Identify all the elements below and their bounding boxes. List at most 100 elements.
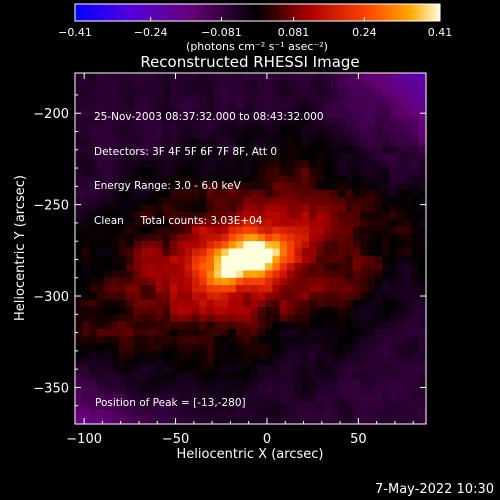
heatmap-cell [352,248,361,257]
heatmap-cell [199,314,208,323]
heatmap-cell [243,365,252,374]
heatmap-cell [374,109,383,118]
heatmap-cell [374,80,383,89]
heatmap-cell [323,380,332,389]
heatmap-cell [279,153,288,162]
heatmap-cell [279,270,288,279]
heatmap-cell [338,116,347,125]
heatmap-cell [133,328,142,337]
heatmap-cell [323,350,332,359]
heatmap-cell [250,116,259,125]
heatmap-cell [235,241,244,250]
heatmap-cell [316,270,325,279]
heatmap-cell [140,87,149,96]
heatmap-cell [294,131,303,140]
heatmap-cell [133,80,142,89]
heatmap-cell [82,255,91,264]
heatmap-cell [111,168,120,176]
heatmap-cell [294,321,303,330]
heatmap-cell [345,277,354,286]
heatmap-cell [75,175,83,184]
heatmap-cell [133,226,142,235]
heatmap-cell [389,204,398,213]
heatmap-cell [96,190,105,198]
heatmap-cell [177,146,186,155]
heatmap-cell [330,233,339,242]
heatmap-cell [155,131,164,140]
heatmap-cell [199,350,208,359]
heatmap-cell [118,380,127,389]
heatmap-cell [213,365,222,374]
heatmap-cell [309,343,317,352]
heatmap-cell [287,80,295,89]
heatmap-cell [111,153,120,162]
heatmap-cell [250,321,259,330]
heatmap-cell [374,336,383,345]
heatmap-cell [250,307,259,315]
heatmap-cell [250,416,259,425]
heatmap-cell [389,80,398,89]
heatmap-cell [389,102,398,111]
heatmap-cell [104,102,113,111]
heatmap-cell [126,402,135,410]
heatmap-cell [155,204,164,213]
heatmap-cell [345,80,354,89]
heatmap-cell [257,263,266,272]
heatmap-cell [243,350,252,359]
heatmap-cell [309,73,317,81]
heatmap-cell [75,409,83,418]
heatmap-cell [279,350,288,359]
heatmap-cell [309,292,317,301]
heatmap-cell [396,255,405,264]
heatmap-cell [265,277,274,286]
heatmap-cell [75,116,83,125]
heatmap-cell [301,124,310,133]
heatmap-cell [235,109,244,118]
heatmap-cell [133,94,142,103]
heatmap-cell [118,116,127,125]
heatmap-cell [389,365,398,374]
heatmap-cell [404,124,412,133]
annotation-block: 25-Nov-2003 08:37:32.000 to 08:43:32.000… [94,89,324,239]
heatmap-cell [155,321,164,330]
heatmap-cell [118,307,127,315]
heatmap-cell [309,226,317,235]
heatmap-cell [170,372,178,381]
heatmap-cell [279,372,288,381]
heatmap-cell [126,372,135,381]
heatmap-cell [265,233,274,242]
heatmap-cell [309,372,317,381]
heatmap-cell [75,394,83,403]
heatmap-cell [316,102,325,111]
heatmap-cell [367,175,376,184]
heatmap-cell [374,365,383,374]
heatmap-cell [316,153,325,162]
heatmap-cell [82,73,91,81]
heatmap-cell [265,160,274,169]
heatmap-cell [177,160,186,169]
heatmap-cell [235,124,244,133]
x-tick-label: −100 [66,432,102,447]
heatmap-cell [367,299,376,308]
heatmap-cell [140,94,149,103]
heatmap-cell [374,226,383,235]
heatmap-cell [309,263,317,272]
heatmap-cell [243,116,252,125]
heatmap-cell [323,321,332,330]
heatmap-cell [228,197,237,206]
heatmap-cell [352,270,361,279]
heatmap-cell [374,197,383,206]
heatmap-cell [104,94,113,103]
heatmap-cell [265,387,274,396]
heatmap-cell [250,394,259,403]
heatmap-cell [316,255,325,264]
heatmap-cell [148,270,157,279]
heatmap-cell [294,233,303,242]
heatmap-cell [111,138,120,147]
heatmap-cell [228,168,237,176]
heatmap-cell [206,182,215,191]
heatmap-cell [75,226,83,235]
heatmap-cell [155,233,164,242]
heatmap-cell [155,219,164,228]
heatmap-cell [148,124,157,133]
